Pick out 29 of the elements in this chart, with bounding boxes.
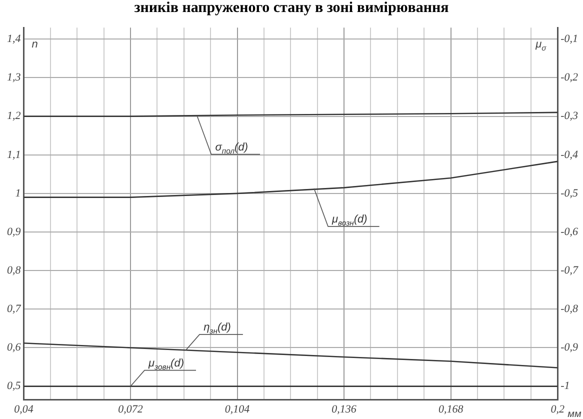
x-tick-label: 0,04 [14, 403, 34, 416]
y-tick-label: 0,6 [7, 342, 22, 354]
x-tick-label: 0,2 [550, 403, 565, 416]
x-tick-label: 0,136 [332, 403, 357, 416]
y-axis-title: n [32, 38, 38, 51]
y2-tick-label: -0,6 [560, 226, 578, 238]
y-tick-label: 0,5 [7, 380, 22, 392]
y2-tick-label: -0,1 [560, 33, 578, 46]
y-tick-label: 0,8 [7, 264, 22, 276]
y2-tick-label: -1 [560, 380, 570, 392]
y2-tick-label: -0,2 [560, 72, 578, 84]
y-tick-label: 1,4 [7, 33, 22, 46]
x-axis-title: мм [568, 408, 582, 419]
x-tick-label: 0,168 [438, 403, 464, 416]
y-tick-label: 1 [15, 187, 21, 200]
x-tick-label: 0,072 [118, 403, 144, 416]
y2-tick-label: -0,9 [560, 342, 578, 354]
x-tick-label: 0,104 [224, 403, 250, 416]
y2-tick-label: -0,4 [560, 148, 578, 161]
y-tick-label: 0,9 [7, 226, 22, 238]
chart-title: зників напруженого стану в зоні вимірювання [133, 0, 450, 17]
y-tick-label: 1,1 [7, 148, 21, 161]
y-tick-label: 1,3 [7, 72, 22, 84]
y2-tick-label: -0,7 [560, 264, 578, 276]
y-tick-label: 1,2 [7, 110, 22, 122]
y2-tick-label: -0,5 [560, 187, 578, 200]
y2-tick-label: -0,3 [560, 110, 578, 122]
y2-tick-label: -0,8 [560, 303, 578, 316]
y-tick-label: 0,7 [7, 303, 22, 316]
